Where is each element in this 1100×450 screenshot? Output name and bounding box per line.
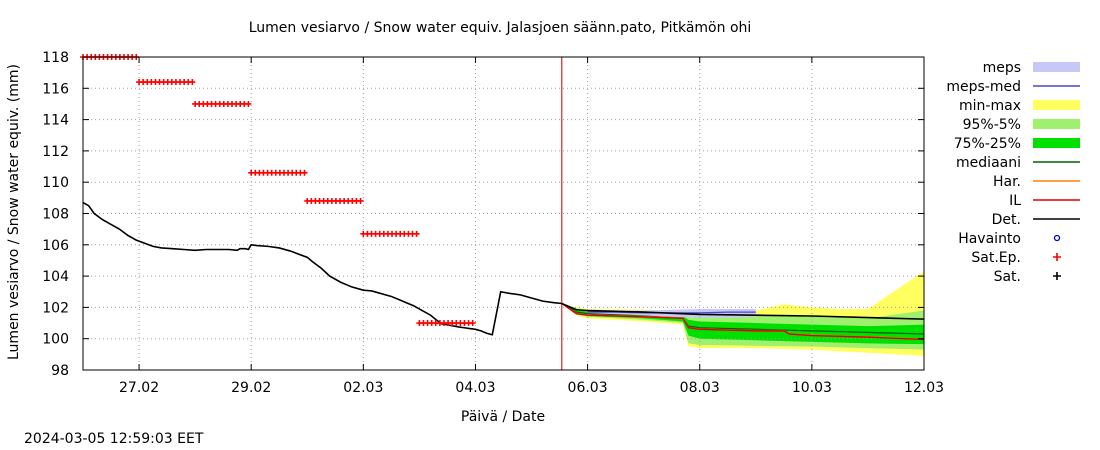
y-tick-label: 118 bbox=[42, 50, 69, 66]
sat-ep-marker bbox=[413, 230, 420, 237]
sat-ep-segment bbox=[136, 79, 196, 86]
sat-ep-marker bbox=[357, 197, 364, 204]
y-axis-label: Lumen vesiarvo / Snow water equiv. (mm) bbox=[6, 64, 22, 360]
sat-ep-marker bbox=[301, 169, 308, 176]
sat-ep-segment bbox=[360, 230, 420, 237]
x-tick-label: 12.03 bbox=[904, 380, 944, 396]
legend-swatch bbox=[1033, 100, 1080, 110]
data-series bbox=[82, 57, 925, 370]
y-tick-label: 116 bbox=[42, 81, 69, 97]
legend-label: meps-med bbox=[946, 79, 1021, 95]
x-tick-label: 29.02 bbox=[231, 380, 271, 396]
legend-label: 75%-25% bbox=[954, 136, 1021, 152]
legend-swatch bbox=[1053, 234, 1061, 242]
y-tick-label: 98 bbox=[51, 363, 69, 379]
il-line bbox=[561, 302, 925, 341]
y-tick-label: 106 bbox=[42, 238, 69, 254]
legend-swatch bbox=[1053, 272, 1061, 280]
x-tick-label: 04.03 bbox=[455, 380, 495, 396]
sat-ep-segment bbox=[304, 197, 364, 204]
sat-ep-segment bbox=[416, 320, 476, 327]
sat-ep-segment bbox=[192, 100, 252, 107]
x-tick-label: 08.03 bbox=[680, 380, 720, 396]
chart-title: Lumen vesiarvo / Snow water equiv. Jalas… bbox=[249, 20, 752, 36]
axis-ticks: 98 100 102 104 106 108 110 112 114 116 118 27.02 29.… bbox=[42, 50, 944, 396]
y-tick-label: 102 bbox=[42, 300, 69, 316]
y-tick-label: 108 bbox=[42, 207, 69, 223]
x-tick-label: 10.03 bbox=[792, 380, 832, 396]
legend-label: meps bbox=[983, 60, 1021, 76]
y-tick-label: 110 bbox=[42, 175, 69, 191]
p75-25-band bbox=[561, 303, 924, 345]
legend-label: Har. bbox=[993, 174, 1021, 190]
sat-ep-segment bbox=[248, 169, 308, 176]
legend-swatch bbox=[1053, 253, 1061, 261]
x-tick-label: 06.03 bbox=[568, 380, 608, 396]
forecast-bands bbox=[561, 271, 924, 356]
legend-swatch bbox=[1033, 138, 1080, 148]
x-tick-label: 27.02 bbox=[119, 380, 159, 396]
legend-label: Sat.Ep. bbox=[971, 250, 1021, 266]
gridlines bbox=[83, 57, 924, 370]
sat-ep-marker bbox=[245, 100, 252, 107]
y-tick-label: 104 bbox=[42, 269, 69, 285]
y-tick-label: 112 bbox=[42, 144, 69, 160]
legend-label: Havainto bbox=[958, 231, 1021, 247]
x-axis-label: Päivä / Date bbox=[461, 409, 545, 425]
legend-swatch bbox=[1033, 119, 1080, 129]
sat-ep-marker bbox=[469, 320, 476, 327]
legend: meps meps-med min-max 95%-5% 75%-25% mediaani… bbox=[946, 60, 1080, 285]
y-tick-label: 114 bbox=[42, 113, 69, 129]
legend-label: mediaani bbox=[956, 155, 1021, 171]
legend-label: 95%-5% bbox=[963, 117, 1021, 133]
legend-label: Sat. bbox=[994, 269, 1021, 285]
det-line bbox=[82, 201, 925, 336]
sat-ep-marker bbox=[189, 79, 196, 86]
legend-swatch bbox=[1033, 62, 1080, 72]
legend-label: min-max bbox=[959, 98, 1021, 114]
timestamp-footer: 2024-03-05 12:59:03 EET bbox=[24, 431, 204, 447]
y-tick-label: 100 bbox=[42, 332, 69, 348]
legend-label: IL bbox=[1009, 193, 1021, 209]
x-tick-label: 02.03 bbox=[343, 380, 383, 396]
sat-ep-markers bbox=[80, 54, 476, 327]
legend-label: Det. bbox=[992, 212, 1021, 228]
